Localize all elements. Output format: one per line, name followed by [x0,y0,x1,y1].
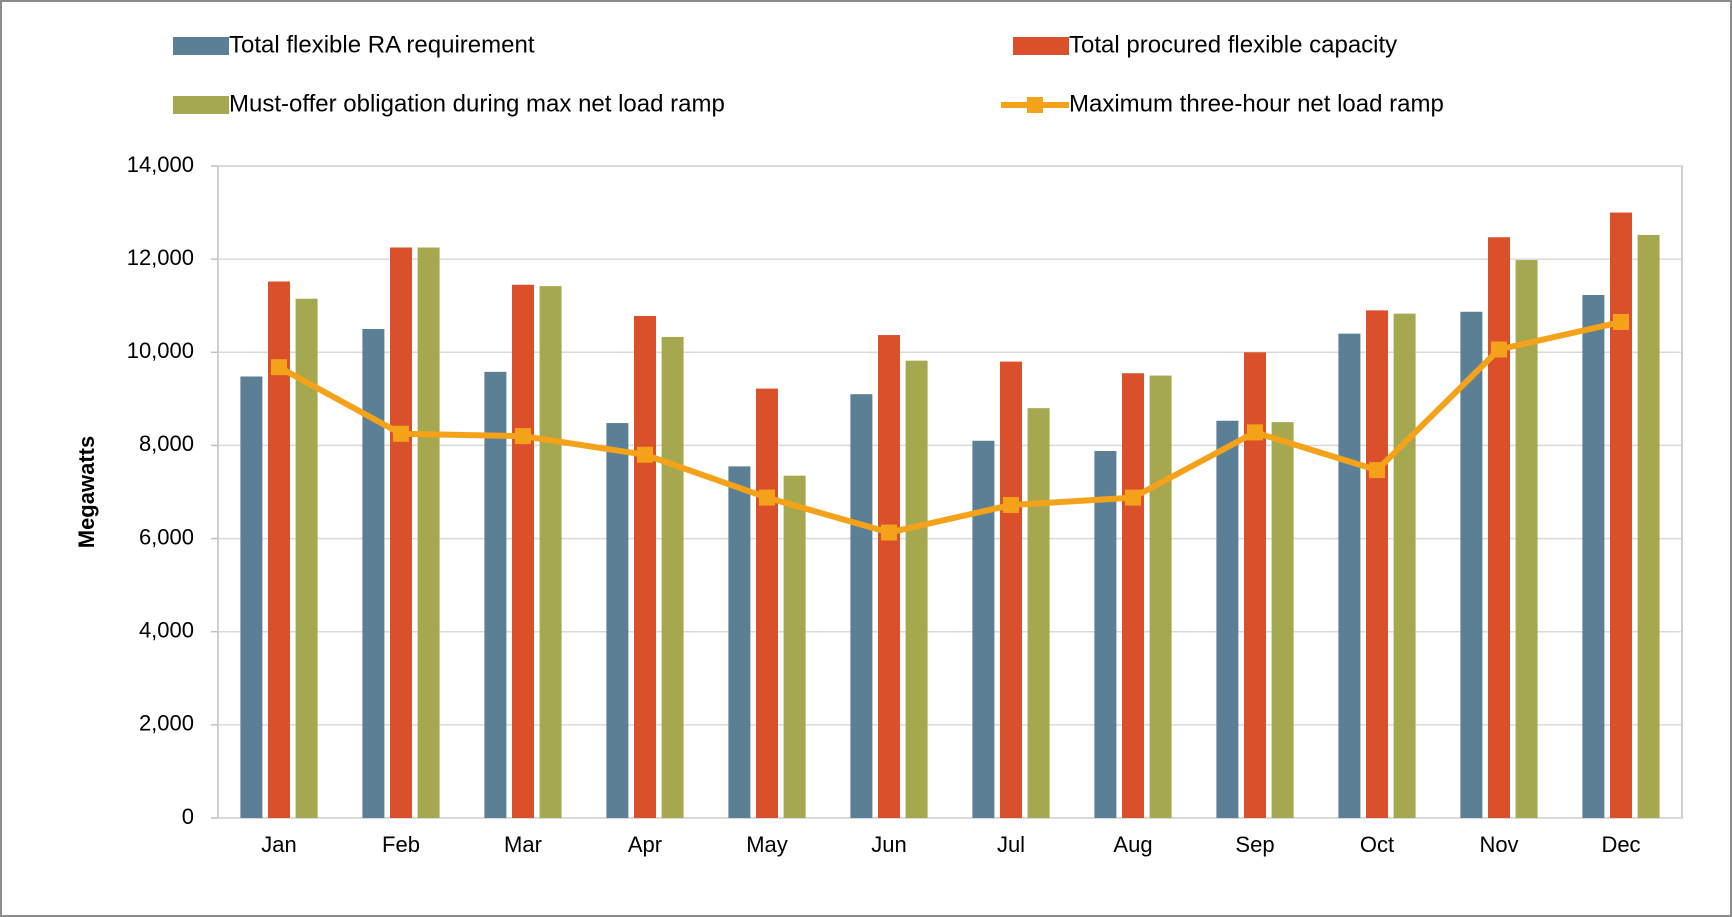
y-tick-label: 8,000 [139,431,194,456]
legend-swatch [173,37,229,55]
bar [417,247,440,818]
line-marker [515,428,531,445]
line-marker [1491,341,1507,358]
bar [1515,260,1538,818]
legend-label: Maximum three-hour net load ramp [1069,90,1444,117]
bar [268,281,290,818]
line-marker [1369,462,1385,479]
legend-label: Must-offer obligation during max net loa… [229,90,725,117]
bar [1000,361,1022,818]
bar [878,335,900,818]
x-tick-label: Oct [1360,832,1394,857]
bar [1244,352,1266,818]
bar [1610,212,1632,819]
bar [1216,420,1239,818]
bar [1366,310,1388,818]
x-tick-label: Sep [1235,832,1274,857]
bar [240,376,263,818]
line [277,319,1622,536]
bar [756,388,778,818]
x-tick-label: Dec [1601,832,1640,857]
bar [1271,422,1294,818]
bar [1027,408,1050,818]
legend-swatch [1013,37,1069,55]
y-tick-label: 4,000 [139,618,194,643]
y-tick-label: 14,000 [127,152,194,177]
x-tick-label: Mar [504,832,542,857]
line-marker [881,524,897,541]
y-tick-label: 0 [182,804,194,829]
bar [362,329,385,818]
bar [634,315,656,818]
bar [1393,313,1416,818]
bar [1338,333,1361,818]
y-tick-label: 12,000 [127,245,194,270]
bar [484,371,507,818]
x-tick-label: Jun [871,832,906,857]
bar [850,394,873,818]
bar [390,247,412,818]
legend-label: Total procured flexible capacity [1069,31,1397,58]
x-tick-label: Jan [261,832,296,857]
y-tick-label: 10,000 [127,338,194,363]
line-marker [637,446,653,463]
x-tick-label: Nov [1479,832,1518,857]
line-marker [1613,314,1629,331]
bar [972,440,995,818]
line-marker [1125,489,1141,506]
x-tick-label: Apr [628,832,662,857]
y-tick-label: 2,000 [139,711,194,736]
x-tick-label: Jul [997,832,1025,857]
bar [1488,237,1510,819]
y-tick-label: 6,000 [139,524,194,549]
bar [1637,234,1660,818]
bar [661,336,684,818]
bar [512,284,534,818]
x-tick-label: Feb [382,832,420,857]
bar [905,360,928,818]
line-marker [1003,497,1019,514]
bar [1122,373,1144,818]
bar [1094,451,1117,818]
line-marker [759,489,775,506]
bar [295,298,318,818]
y-axis-label: Megawatts [74,436,99,548]
bar [1582,295,1605,818]
legend-label: Total flexible RA requirement [229,31,535,58]
bar [728,466,751,818]
bar [783,475,806,818]
bar [539,286,562,818]
line-marker [271,359,287,376]
line-marker [1247,424,1263,441]
legend-swatch [173,96,229,114]
bar [606,423,629,818]
legend-marker [1027,97,1043,113]
bar [1149,375,1172,818]
line-marker [393,425,409,442]
x-tick-label: Aug [1113,832,1152,857]
bar [1460,311,1483,818]
x-tick-label: May [746,832,788,857]
